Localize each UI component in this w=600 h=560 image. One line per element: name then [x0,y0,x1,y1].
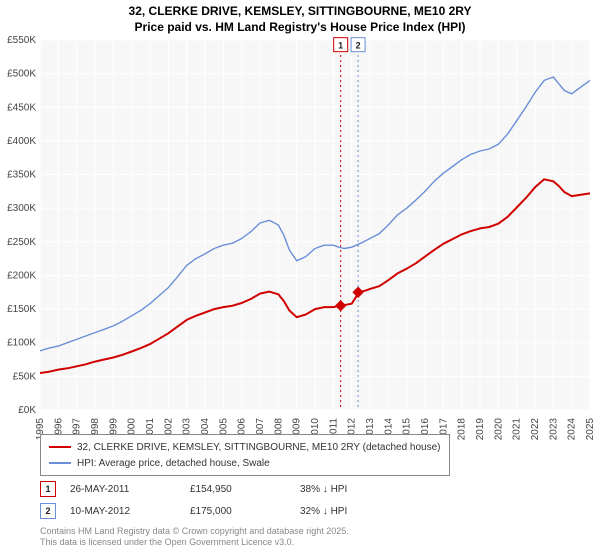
marker-date: 26-MAY-2011 [70,484,190,495]
svg-text:£0K: £0K [18,405,36,416]
marker-price: £154,950 [190,484,300,495]
legend-row: HPI: Average price, detached house, Swal… [49,455,441,471]
marker-number-box: 1 [40,481,56,497]
legend-swatch [49,462,71,464]
svg-text:£100K: £100K [7,338,36,349]
svg-text:2: 2 [356,41,361,51]
svg-text:£250K: £250K [7,237,36,248]
footer-line-2: This data is licensed under the Open Gov… [40,537,349,548]
footer-line-1: Contains HM Land Registry data © Crown c… [40,526,349,537]
svg-text:2025: 2025 [585,418,596,441]
svg-text:£450K: £450K [7,102,36,113]
svg-text:2022: 2022 [530,418,541,441]
svg-text:£500K: £500K [7,69,36,80]
svg-text:£350K: £350K [7,170,36,181]
svg-text:2021: 2021 [512,418,523,441]
marker-row: 2 10-MAY-2012£175,00032% ↓ HPI [40,500,410,522]
svg-text:2018: 2018 [457,418,468,441]
chart-container: 32, CLERKE DRIVE, KEMSLEY, SITTINGBOURNE… [0,0,600,560]
legend-box: 32, CLERKE DRIVE, KEMSLEY, SITTINGBOURNE… [40,434,450,476]
svg-text:£400K: £400K [7,136,36,147]
svg-text:£150K: £150K [7,304,36,315]
svg-text:2019: 2019 [475,418,486,441]
title-block: 32, CLERKE DRIVE, KEMSLEY, SITTINGBOURNE… [0,0,600,35]
marker-delta: 32% ↓ HPI [300,506,410,517]
marker-delta: 38% ↓ HPI [300,484,410,495]
chart-area: £0K£50K£100K£150K£200K£250K£300K£350K£40… [40,40,590,410]
footer-attribution: Contains HM Land Registry data © Crown c… [40,526,349,549]
marker-number-box: 2 [40,503,56,519]
svg-text:£550K: £550K [7,35,36,46]
marker-row: 1 26-MAY-2011£154,95038% ↓ HPI [40,478,410,500]
title-line-1: 32, CLERKE DRIVE, KEMSLEY, SITTINGBOURNE… [0,4,600,20]
svg-text:2020: 2020 [493,418,504,441]
marker-date: 10-MAY-2012 [70,506,190,517]
svg-text:£300K: £300K [7,203,36,214]
legend-label: HPI: Average price, detached house, Swal… [77,458,270,469]
svg-text:2024: 2024 [567,418,578,441]
legend-swatch [49,446,71,448]
svg-text:1: 1 [338,41,343,51]
marker-price: £175,000 [190,506,300,517]
chart-svg: £0K£50K£100K£150K£200K£250K£300K£350K£40… [40,40,590,410]
svg-text:£50K: £50K [13,371,37,382]
marker-table: 1 26-MAY-2011£154,95038% ↓ HPI 2 10-MAY-201… [40,478,410,522]
svg-text:2023: 2023 [548,418,559,441]
svg-text:£200K: £200K [7,270,36,281]
legend-row: 32, CLERKE DRIVE, KEMSLEY, SITTINGBOURNE… [49,439,441,455]
title-line-2: Price paid vs. HM Land Registry's House … [0,20,600,36]
legend-label: 32, CLERKE DRIVE, KEMSLEY, SITTINGBOURNE… [77,442,441,453]
